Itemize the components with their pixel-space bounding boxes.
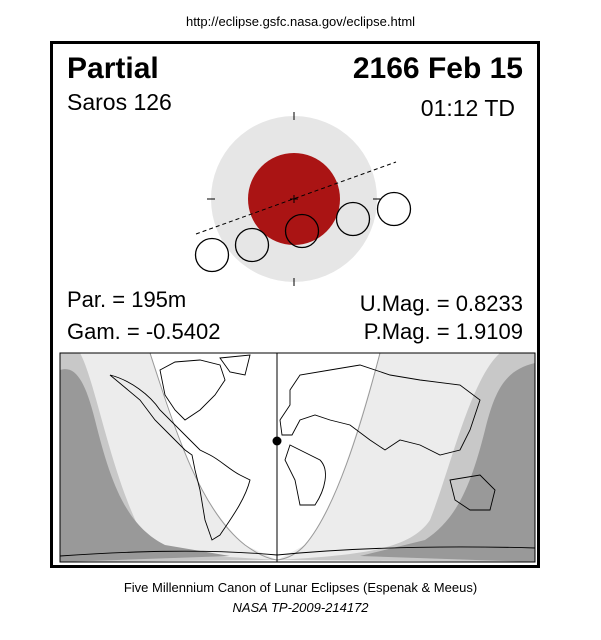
gamma-value: Gam. = -0.5402 (67, 319, 221, 344)
eclipse-type: Partial (67, 52, 159, 85)
umbral-magnitude: U.Mag. = 0.8233 (359, 291, 523, 316)
greatest-eclipse-point (272, 436, 282, 446)
eclipse-time: 01:12 TD (420, 95, 515, 121)
visibility-map (59, 352, 536, 563)
moon-position-p4 (376, 191, 412, 227)
penumbral-magnitude: P.Mag. = 1.9109 (363, 319, 523, 344)
moon-position-p1 (194, 237, 230, 273)
moon-position-greatest (284, 213, 320, 249)
eclipse-frame (50, 41, 540, 568)
footer-publication: NASA TP-2009-214172 (232, 600, 369, 615)
moon-path-line (195, 161, 397, 235)
night-region-east (360, 363, 535, 562)
eclipse-date: 2166 Feb 15 (352, 52, 523, 85)
moon-position-u1 (234, 227, 270, 263)
saros-number: Saros 126 (67, 89, 172, 115)
footer-canon-title: Five Millennium Canon of Lunar Eclipses … (123, 580, 478, 595)
source-url: http://eclipse.gsfc.nasa.gov/eclipse.htm… (185, 14, 416, 29)
axis-ticks (207, 112, 381, 286)
partial-duration: Par. = 195m (67, 287, 187, 312)
moon-position-u4 (335, 201, 371, 237)
night-region-west (60, 369, 230, 562)
